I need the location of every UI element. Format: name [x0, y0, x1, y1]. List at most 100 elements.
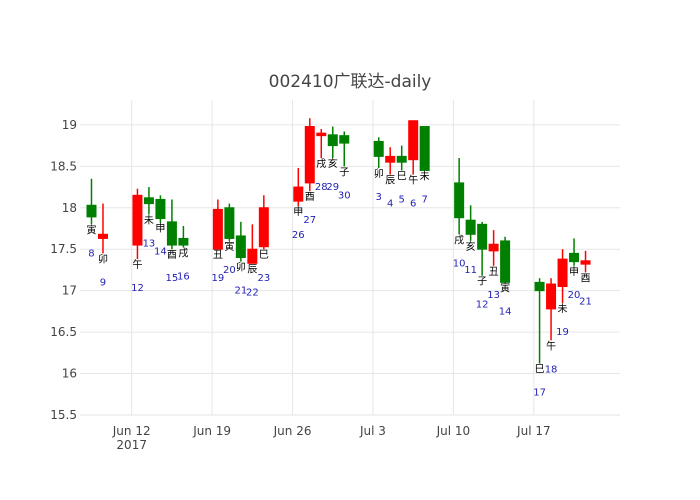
day-label: 18 — [545, 364, 558, 375]
day-label: 22 — [246, 287, 259, 298]
y-tick-label: 17.5 — [50, 242, 77, 256]
candle-body — [569, 252, 580, 263]
candle-body — [224, 207, 235, 239]
branch-label: 丑 — [213, 250, 223, 261]
branch-label: 午 — [132, 258, 142, 271]
candle-body — [408, 120, 419, 161]
candle — [396, 145, 407, 171]
candle-body — [454, 182, 465, 219]
branch-label: 未 — [420, 170, 430, 182]
candle — [293, 167, 304, 207]
branch-label: 申 — [293, 205, 303, 218]
day-label: 17 — [533, 388, 546, 399]
candle — [247, 224, 258, 264]
candle-body — [247, 248, 258, 264]
y-tick-label: 18 — [62, 201, 77, 215]
day-label: 21 — [234, 286, 247, 297]
candle-body — [580, 260, 591, 265]
candle — [155, 195, 166, 223]
branch-label: 申 — [155, 222, 165, 235]
day-label: 15 — [166, 273, 179, 284]
branch-label: 戌 — [178, 247, 188, 260]
day-label: 7 — [421, 194, 427, 205]
day-label: 10 — [453, 258, 466, 269]
day-label: 27 — [303, 215, 316, 226]
branch-label: 丑 — [489, 267, 499, 278]
branch-label: 子 — [477, 276, 487, 288]
candle-body — [316, 132, 327, 137]
candle-body — [385, 155, 396, 163]
branch-label: 辰 — [247, 263, 257, 275]
branch-label: 卯 — [374, 168, 384, 180]
candle-body — [97, 233, 108, 239]
branch-label: 卯 — [236, 262, 246, 274]
candle — [465, 205, 476, 241]
branch-label: 戌 — [454, 233, 464, 246]
branch-label: 酉 — [305, 192, 315, 203]
candle-body — [373, 140, 384, 157]
candle — [166, 199, 177, 250]
day-label: 14 — [154, 247, 167, 258]
day-label: 23 — [257, 273, 270, 284]
day-label: 5 — [399, 194, 405, 205]
candle — [258, 195, 269, 250]
branch-label: 未 — [558, 303, 568, 315]
candle-body — [477, 223, 488, 250]
candle — [569, 238, 580, 266]
candle — [132, 188, 143, 260]
branch-label: 午 — [546, 339, 556, 352]
y-tick-label: 17 — [62, 284, 77, 298]
candle-body — [465, 219, 476, 235]
candle — [408, 120, 419, 175]
candle — [546, 278, 557, 341]
candle-body — [546, 283, 557, 310]
candle — [178, 226, 189, 248]
candle — [304, 118, 315, 192]
branch-label: 巳 — [535, 364, 545, 376]
day-label: 20 — [223, 265, 236, 276]
day-label: 9 — [100, 277, 106, 288]
candle — [557, 249, 568, 304]
branch-label: 寅 — [86, 223, 96, 236]
x-tick-label: Jun 12 — [112, 424, 151, 438]
candle-body — [534, 281, 545, 292]
y-axis: 15.5 16 16.5 17 17.5 18 18.5 19 — [50, 118, 77, 422]
day-label: 21 — [579, 296, 592, 307]
branch-label: 酉 — [167, 250, 177, 261]
x-tick-sublabel: 2017 — [116, 438, 147, 452]
candle — [86, 178, 97, 225]
candle-body — [166, 221, 177, 246]
branch-label: 寅 — [500, 281, 510, 294]
branch-label: 子 — [339, 166, 349, 178]
chart-title: 002410广联达-daily — [269, 72, 432, 92]
candle — [534, 278, 545, 364]
y-tick-label: 15.5 — [50, 408, 77, 422]
candle — [235, 221, 246, 262]
candle-body — [258, 207, 269, 248]
candle — [454, 158, 465, 235]
day-label: 8 — [88, 248, 94, 259]
candle-body — [304, 126, 315, 184]
candle-body — [86, 204, 97, 218]
y-tick-label: 16.5 — [50, 325, 77, 339]
branch-label: 未 — [144, 214, 154, 226]
candle-body — [488, 243, 499, 252]
day-label: 3 — [376, 192, 382, 203]
candle-body — [293, 186, 304, 202]
candle — [224, 203, 235, 241]
branch-label: 申 — [569, 265, 579, 278]
day-label: 26 — [292, 230, 305, 241]
day-label: 30 — [338, 190, 351, 201]
day-label: 4 — [387, 199, 393, 210]
branch-label: 巳 — [397, 170, 407, 182]
branch-label: 亥 — [466, 240, 476, 253]
candle — [385, 147, 396, 175]
candle — [500, 236, 511, 283]
grid-lines — [80, 100, 620, 416]
x-tick-label: Jun 26 — [273, 424, 312, 438]
y-tick-label: 19 — [62, 118, 77, 132]
x-tick-label: Jun 19 — [192, 424, 231, 438]
